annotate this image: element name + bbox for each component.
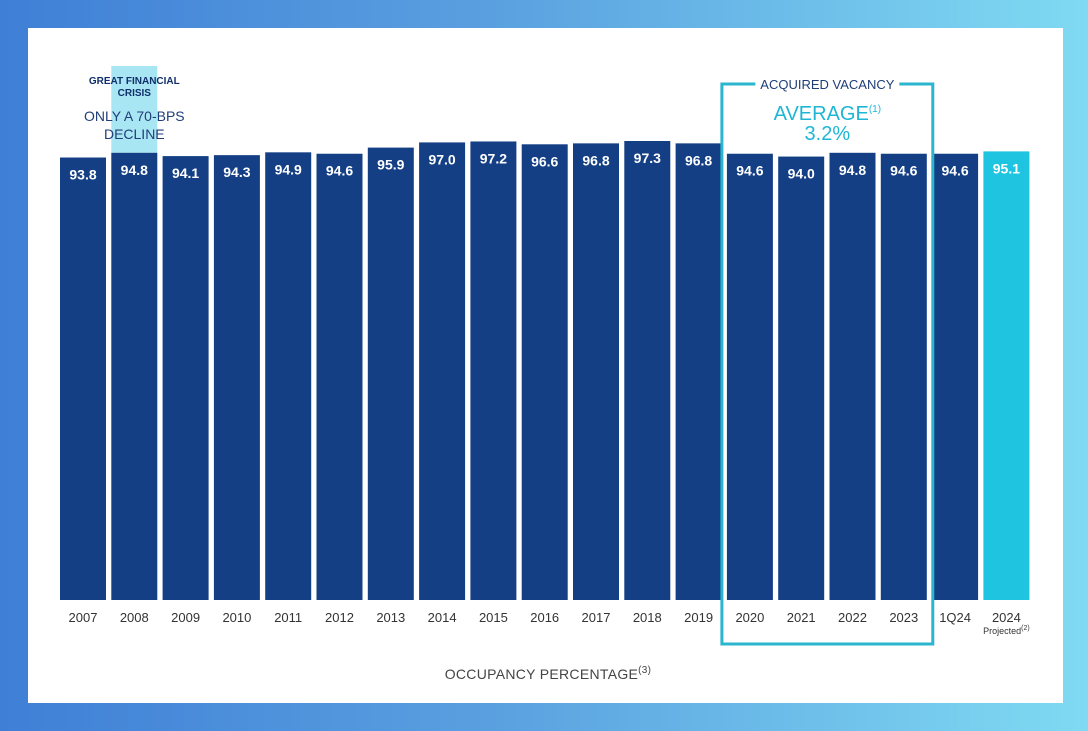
value-label-2015: 97.2 <box>480 150 507 166</box>
value-label-2024: 95.1 <box>993 160 1020 176</box>
projected-text: Projected <box>983 626 1021 636</box>
bar-2008 <box>111 152 158 600</box>
value-label-2022: 94.8 <box>839 162 866 178</box>
vacancy-average-label: AVERAGE(1) <box>774 103 881 125</box>
gfc-highlight-box <box>111 66 158 153</box>
projected-footnote: (2) <box>1021 625 1030 632</box>
x-tick-2024: 2024 <box>992 610 1021 625</box>
bar-2012 <box>316 153 363 601</box>
x-tick-2011: 2011 <box>274 610 302 625</box>
value-label-2007: 93.8 <box>69 167 96 183</box>
value-label-2014: 97.0 <box>428 151 455 167</box>
bar-2007 <box>60 157 106 600</box>
x-axis-title-text: OCCUPANCY PERCENTAGE <box>445 666 638 682</box>
x-tick-2015: 2015 <box>479 610 508 625</box>
value-labels-group: 93.8 94.8 94.1 94.3 94.9 94.6 95.9 97.0 97.2 96.6… <box>69 150 1020 183</box>
x-tick-1Q24: 1Q24 <box>939 610 971 625</box>
bars-group <box>60 141 1030 601</box>
bar-2019 <box>675 143 722 600</box>
value-label-2019: 96.8 <box>685 152 712 168</box>
x-tick-2017: 2017 <box>582 610 611 625</box>
value-label-2013: 95.9 <box>377 157 404 173</box>
value-label-2021: 94.0 <box>788 166 815 182</box>
value-label-2020: 94.6 <box>736 163 763 179</box>
gfc-title-line1: GREAT FINANCIAL <box>89 76 180 87</box>
occupancy-chart: 93.8 94.8 94.1 94.3 94.9 94.6 95.9 97.0 97.2 96.6… <box>60 66 1030 682</box>
value-label-2012: 94.6 <box>326 163 353 179</box>
x-tick-2008: 2008 <box>120 610 149 625</box>
bar-2010 <box>213 155 260 600</box>
bar-2014 <box>419 142 466 600</box>
x-tick-2012: 2012 <box>325 610 354 625</box>
vacancy-average-value: 3.2% <box>805 123 851 145</box>
gfc-note-line2: DECLINE <box>104 126 165 142</box>
bar-2024 <box>983 151 1030 600</box>
value-label-2009: 94.1 <box>172 165 199 181</box>
x-tick-2014: 2014 <box>428 610 457 625</box>
value-label-1Q24: 94.6 <box>941 163 968 179</box>
vacancy-average-text: AVERAGE <box>774 103 869 125</box>
x-tick-2021: 2021 <box>787 610 816 625</box>
bar-2017 <box>573 143 619 600</box>
value-label-2023: 94.6 <box>890 163 917 179</box>
x-tick-2023: 2023 <box>889 610 918 625</box>
gfc-title-line2: CRISIS <box>118 88 152 99</box>
x-tick-2010: 2010 <box>222 610 251 625</box>
x-tick-2009: 2009 <box>171 610 200 625</box>
bar-2016 <box>521 144 568 600</box>
bar-2021 <box>778 156 825 600</box>
bar-2022 <box>829 152 876 600</box>
bar-2023 <box>880 153 927 601</box>
gfc-note-line1: ONLY A 70-BPS <box>84 108 185 124</box>
bar-2009 <box>162 156 209 600</box>
bar-2020 <box>726 153 773 601</box>
x-axis-title: OCCUPANCY PERCENTAGE(3) <box>445 665 652 682</box>
x-tick-2022: 2022 <box>838 610 867 625</box>
x-tick-2007: 2007 <box>69 610 98 625</box>
value-label-2010: 94.3 <box>223 164 250 180</box>
value-label-2018: 97.3 <box>634 150 661 166</box>
vacancy-average-footnote: (1) <box>869 104 881 115</box>
value-label-2016: 96.6 <box>531 153 558 169</box>
bar-2015 <box>470 141 517 600</box>
x-tick-2019: 2019 <box>684 610 713 625</box>
value-label-2011: 94.9 <box>275 161 302 177</box>
bar-2018 <box>624 141 671 600</box>
value-label-2008: 94.8 <box>121 162 148 178</box>
acquired-vacancy-box <box>720 82 935 646</box>
x-axis-title-footnote: (3) <box>638 665 651 676</box>
value-label-2017: 96.8 <box>582 152 609 168</box>
bar-2013 <box>367 147 414 600</box>
bar-2011 <box>265 152 312 600</box>
chart-panel: 93.8 94.8 94.1 94.3 94.9 94.6 95.9 97.0 97.2 96.6… <box>28 28 1063 703</box>
x-tick-2020: 2020 <box>735 610 764 625</box>
x-tick-labels-group: 2007 2008 2009 2010 2011 2012 2013 2014 2015 2016… <box>69 610 1021 625</box>
x-tick-2013: 2013 <box>376 610 405 625</box>
projected-label: Projected(2) <box>983 625 1030 636</box>
x-tick-2018: 2018 <box>633 610 662 625</box>
acquired-vacancy-header: ACQUIRED VACANCY <box>760 77 894 92</box>
bar-1Q24 <box>932 153 979 601</box>
x-tick-2016: 2016 <box>530 610 559 625</box>
